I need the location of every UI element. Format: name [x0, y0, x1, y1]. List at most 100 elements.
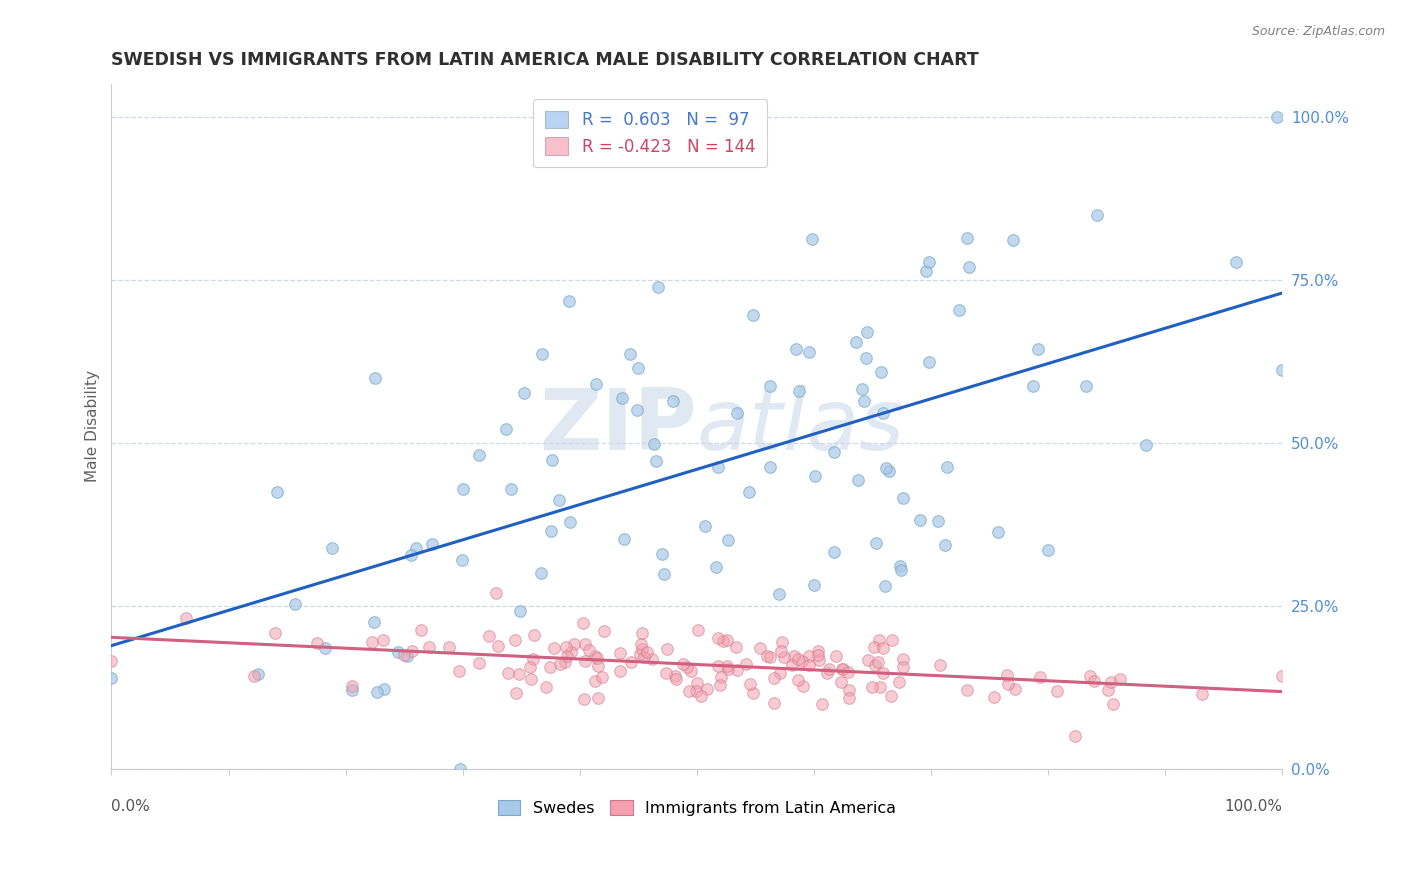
Point	[868, 655, 890, 669]
Point	[609, 646, 631, 660]
Text: 100.0%: 100.0%	[1225, 799, 1282, 814]
Point	[1029, 670, 1052, 684]
Point	[855, 351, 877, 365]
Point	[1046, 683, 1069, 698]
Point	[560, 645, 582, 659]
Point	[631, 642, 654, 657]
Point	[845, 334, 868, 349]
Point	[664, 668, 686, 682]
Point	[437, 640, 460, 654]
Point	[918, 254, 941, 268]
Point	[823, 545, 845, 559]
Point	[371, 632, 394, 647]
Point	[548, 657, 571, 671]
Point	[1083, 673, 1105, 688]
Point	[807, 648, 830, 662]
Point	[543, 640, 565, 655]
Point	[869, 365, 891, 379]
Point	[891, 659, 914, 673]
Point	[818, 662, 841, 676]
Point	[725, 640, 748, 654]
Point	[704, 559, 727, 574]
Point	[363, 371, 385, 385]
Point	[688, 623, 710, 637]
Point	[468, 656, 491, 670]
Point	[647, 280, 669, 294]
Point	[837, 665, 859, 679]
Point	[399, 548, 422, 562]
Point	[957, 260, 980, 275]
Point	[486, 640, 509, 654]
Point	[815, 666, 838, 681]
Point	[522, 652, 544, 666]
Point	[862, 640, 884, 655]
Point	[770, 644, 793, 658]
Point	[865, 536, 887, 550]
Point	[1109, 672, 1132, 686]
Point	[586, 691, 609, 706]
Point	[831, 662, 853, 676]
Point	[387, 645, 409, 659]
Point	[711, 634, 734, 648]
Point	[509, 604, 531, 618]
Point	[693, 519, 716, 533]
Point	[772, 635, 794, 649]
Point	[838, 691, 860, 706]
Point	[997, 677, 1019, 691]
Point	[645, 454, 668, 468]
Point	[342, 679, 364, 693]
Point	[716, 633, 738, 648]
Point	[806, 643, 828, 657]
Point	[1097, 683, 1119, 698]
Point	[447, 664, 470, 678]
Point	[741, 686, 763, 700]
Point	[619, 347, 641, 361]
Point	[321, 541, 343, 556]
Point	[891, 652, 914, 666]
Point	[672, 657, 695, 671]
Point	[613, 532, 636, 546]
Point	[1265, 110, 1288, 124]
Point	[1004, 681, 1026, 696]
Point	[1271, 669, 1294, 683]
Point	[918, 355, 941, 369]
Point	[685, 684, 707, 698]
Point	[1191, 687, 1213, 701]
Point	[314, 641, 336, 656]
Point	[554, 640, 576, 654]
Point	[174, 611, 197, 625]
Point	[342, 682, 364, 697]
Point	[619, 655, 641, 669]
Point	[706, 460, 728, 475]
Point	[810, 698, 832, 712]
Point	[717, 662, 740, 676]
Point	[936, 460, 959, 475]
Point	[725, 406, 748, 420]
Point	[495, 421, 517, 435]
Point	[716, 659, 738, 673]
Point	[586, 659, 609, 673]
Point	[678, 684, 700, 698]
Point	[1099, 674, 1122, 689]
Point	[449, 762, 471, 776]
Legend: R =  0.603   N =  97, R = -0.423   N = 144: R = 0.603 N = 97, R = -0.423 N = 144	[533, 99, 766, 168]
Point	[928, 658, 950, 673]
Text: atlas: atlas	[697, 384, 905, 468]
Point	[558, 294, 581, 309]
Point	[583, 648, 606, 663]
Point	[934, 538, 956, 552]
Point	[409, 623, 432, 637]
Point	[366, 684, 388, 698]
Point	[626, 403, 648, 417]
Point	[508, 666, 530, 681]
Point	[872, 666, 894, 681]
Text: 0.0%: 0.0%	[111, 799, 150, 814]
Point	[534, 680, 557, 694]
Point	[769, 665, 792, 680]
Point	[243, 669, 266, 683]
Point	[800, 231, 823, 245]
Point	[851, 382, 873, 396]
Point	[609, 664, 631, 678]
Point	[305, 636, 328, 650]
Point	[1001, 233, 1024, 247]
